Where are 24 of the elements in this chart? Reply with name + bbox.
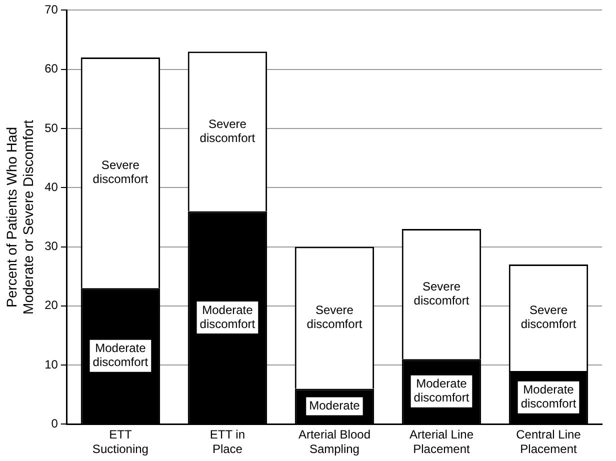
data-label: Severe discomfort bbox=[92, 158, 149, 186]
data-label: Moderate discomfort bbox=[520, 382, 577, 411]
data-label: Severe discomfort bbox=[200, 116, 256, 145]
x-tick-label: Central Line Placement bbox=[516, 428, 582, 456]
x-tick-label: ETT in Place bbox=[210, 428, 246, 456]
data-label: Severe discomfort bbox=[306, 303, 363, 332]
x-tick-label: ETT Suctioning bbox=[92, 428, 148, 456]
y-tick-label: 30 bbox=[44, 239, 58, 254]
y-axis-title: Percent of Patients Who Had Moderate or Severe Discomfort bbox=[3, 120, 36, 314]
data-label: Moderate bbox=[309, 398, 360, 413]
y-tick-label: 60 bbox=[44, 62, 58, 76]
y-tick-label: 50 bbox=[44, 120, 58, 135]
x-tick-label: Arterial Blood Sampling bbox=[298, 428, 370, 456]
data-label: Moderate discomfort bbox=[414, 376, 470, 405]
y-tick-label: 10 bbox=[44, 357, 58, 372]
y-tick-label: 20 bbox=[44, 298, 58, 312]
y-tick-label: 0 bbox=[51, 416, 58, 431]
y-tick-label: 70 bbox=[44, 2, 58, 17]
data-label: Moderate discomfort bbox=[92, 341, 149, 370]
data-label: Severe discomfort bbox=[520, 303, 577, 332]
data-label: Severe discomfort bbox=[414, 279, 470, 308]
y-tick-label: 40 bbox=[44, 180, 58, 194]
x-tick-label: Arterial Line Placement bbox=[409, 428, 474, 456]
data-label: Moderate discomfort bbox=[200, 302, 256, 331]
